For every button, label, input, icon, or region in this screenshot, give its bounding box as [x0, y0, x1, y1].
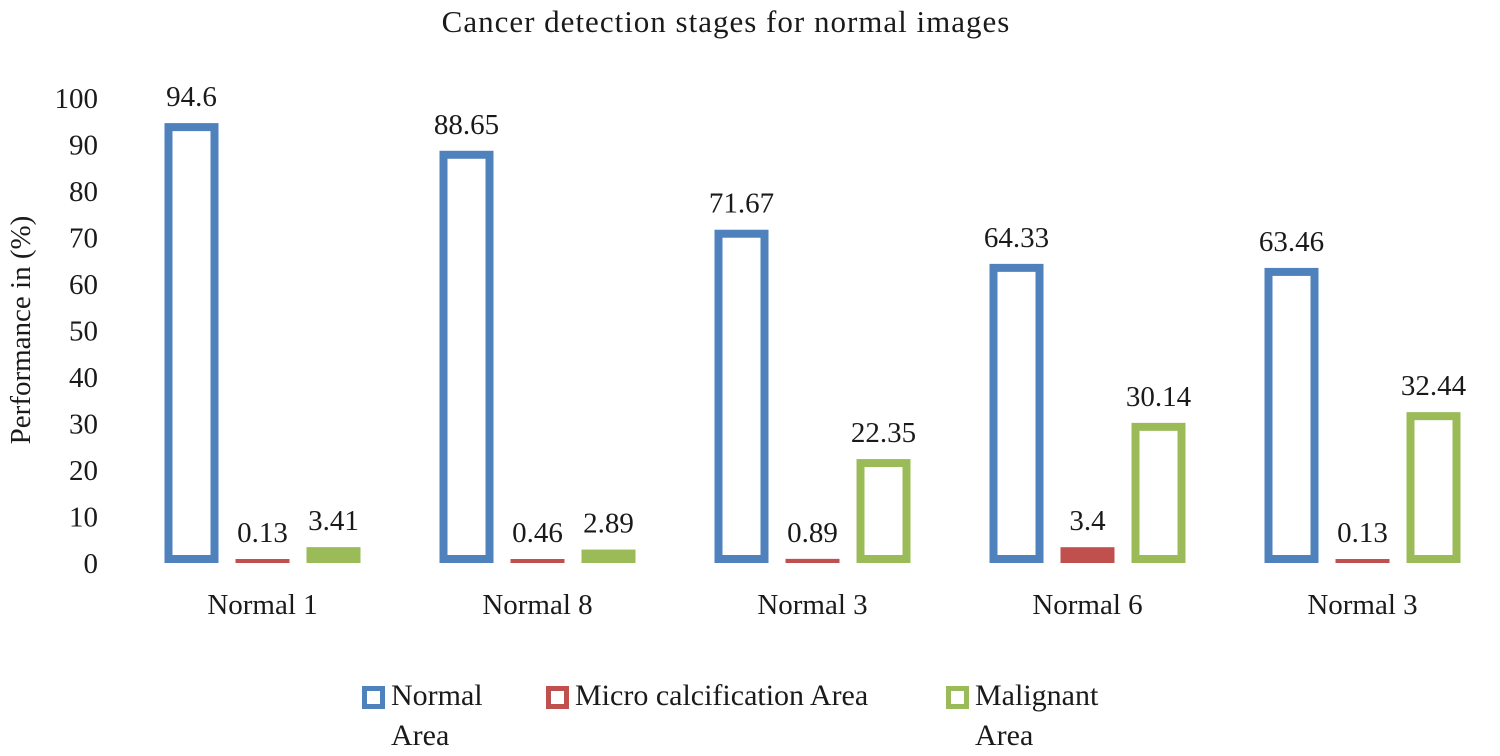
x-tick-label: Normal 6 — [1032, 589, 1142, 621]
x-tick-label: Normal 8 — [482, 589, 592, 621]
bar-micro-calcification-area — [785, 558, 840, 563]
data-label-micro-calcification-area: 0.89 — [787, 517, 838, 549]
bar-normal-area — [164, 123, 219, 564]
bar-micro-calcification-area — [1060, 547, 1115, 564]
y-tick-label: 100 — [55, 83, 99, 115]
bar-chart: Cancer detection stages for normal image… — [5, 4, 1467, 621]
data-label-normal-area: 88.65 — [434, 109, 499, 141]
y-tick-label: 20 — [69, 455, 98, 487]
bar-normal-area — [439, 150, 494, 563]
y-tick-label: 60 — [69, 269, 98, 301]
bar-malignant-area — [1406, 412, 1461, 563]
x-tick-label: Normal 1 — [207, 589, 317, 621]
data-label-normal-area: 94.6 — [166, 81, 217, 113]
data-label-normal-area: 64.33 — [984, 222, 1049, 254]
legend-swatch-normal-area — [362, 686, 385, 709]
bar-malignant-area — [306, 547, 361, 563]
legend-label-normal-area: Normal Area — [391, 679, 483, 752]
y-tick-label: 80 — [69, 176, 98, 208]
legend-swatch-malignant-area — [946, 686, 969, 709]
data-label-malignant-area: 3.41 — [308, 505, 359, 537]
data-label-malignant-area: 30.14 — [1126, 381, 1192, 413]
data-labels: 94.6 0.13 3.41 88.65 0.46 2.89 71.67 0.89 22.35 6… — [166, 81, 1467, 549]
data-label-malignant-area: 32.44 — [1401, 370, 1467, 402]
chart-title: Cancer detection stages for normal image… — [442, 4, 1011, 39]
legend-label-micro-calcification-area: Micro calcification Area — [575, 679, 869, 712]
bar-normal-area — [714, 229, 769, 563]
data-label-normal-area: 71.67 — [709, 188, 774, 220]
data-label-micro-calcification-area: 3.4 — [1069, 505, 1106, 537]
bar-micro-calcification-area — [510, 559, 565, 563]
y-axis-ticks: 0 10 20 30 40 50 60 70 80 90 100 — [55, 83, 99, 580]
data-label-normal-area: 63.46 — [1259, 226, 1324, 258]
legend-item-micro-calcification-area: Micro calcification Area — [546, 676, 868, 716]
x-tick-label: Normal 3 — [1307, 589, 1417, 621]
y-tick-label: 10 — [69, 502, 98, 534]
legend: Normal Area Micro calcification Area Mal… — [0, 676, 1500, 753]
data-label-micro-calcification-area: 0.13 — [1337, 517, 1388, 549]
data-label-micro-calcification-area: 0.13 — [237, 517, 288, 549]
bar-normal-area — [1264, 267, 1319, 563]
y-tick-label: 90 — [69, 130, 98, 162]
y-tick-label: 0 — [84, 548, 99, 580]
y-tick-label: 70 — [69, 223, 98, 255]
bar-normal-area — [989, 263, 1044, 563]
data-label-malignant-area: 2.89 — [583, 508, 634, 540]
bar-malignant-area — [856, 459, 911, 564]
legend-item-normal-area: Normal Area — [362, 676, 483, 756]
bar-micro-calcification-area — [1335, 559, 1390, 563]
y-tick-label: 30 — [69, 409, 98, 441]
legend-label-malignant-area: Malignant Area — [975, 679, 1099, 752]
x-tick-label: Normal 3 — [757, 589, 867, 621]
data-label-malignant-area: 22.35 — [851, 417, 916, 449]
legend-item-malignant-area: Malignant Area — [946, 676, 1098, 756]
y-tick-label: 40 — [69, 362, 98, 394]
data-label-micro-calcification-area: 0.46 — [512, 517, 563, 549]
bar-micro-calcification-area — [235, 559, 290, 563]
x-axis-ticks: Normal 1 Normal 8 Normal 3 Normal 6 Normal 3 — [207, 589, 1417, 621]
legend-swatch-micro-calcification-area — [546, 686, 569, 709]
bars — [164, 123, 1461, 564]
bar-malignant-area — [1131, 422, 1186, 563]
y-tick-label: 50 — [69, 316, 98, 348]
bar-malignant-area — [581, 549, 636, 564]
y-axis-label: Performance in (%) — [5, 216, 37, 445]
